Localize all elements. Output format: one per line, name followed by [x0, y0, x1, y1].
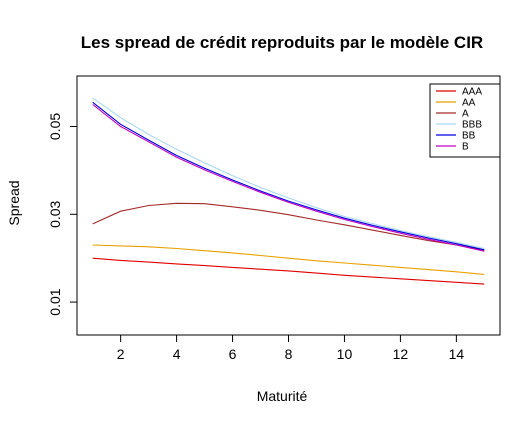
chart-title: Les spread de crédit reproduits par le m… — [81, 33, 483, 52]
series-line-bbb — [92, 97, 485, 250]
x-tick-label: 2 — [117, 346, 125, 362]
y-tick-label: 0.05 — [47, 113, 63, 140]
x-tick-label: 14 — [449, 346, 465, 362]
legend-label-aaa: AAA — [462, 87, 482, 98]
legend-label-bbb: BBB — [462, 120, 482, 131]
legend-label-aa: AA — [462, 98, 476, 109]
series-line-aa — [92, 244, 485, 275]
x-axis-title: Maturité — [257, 388, 308, 404]
series-lines — [92, 97, 485, 285]
y-axis: 0.01 0.03 0.05 — [47, 113, 77, 316]
x-tick-label: 12 — [393, 346, 409, 362]
y-axis-title: Spread — [6, 180, 22, 225]
y-tick-label: 0.03 — [47, 200, 63, 227]
legend-label-a: A — [462, 109, 469, 120]
x-tick-label: 10 — [337, 346, 353, 362]
series-line-a — [92, 202, 485, 251]
legend-label-b: B — [462, 142, 469, 153]
x-tick-label: 8 — [285, 346, 293, 362]
x-axis: 2 4 6 8 10 12 14 — [117, 335, 465, 362]
x-tick-label: 4 — [173, 346, 181, 362]
y-tick-label: 0.01 — [47, 288, 63, 315]
series-line-b — [92, 104, 485, 252]
x-tick-label: 6 — [229, 346, 237, 362]
series-line-aaa — [92, 257, 485, 285]
series-line-bb — [92, 101, 485, 251]
legend-label-bb: BB — [462, 131, 476, 142]
legend-box — [429, 83, 501, 158]
